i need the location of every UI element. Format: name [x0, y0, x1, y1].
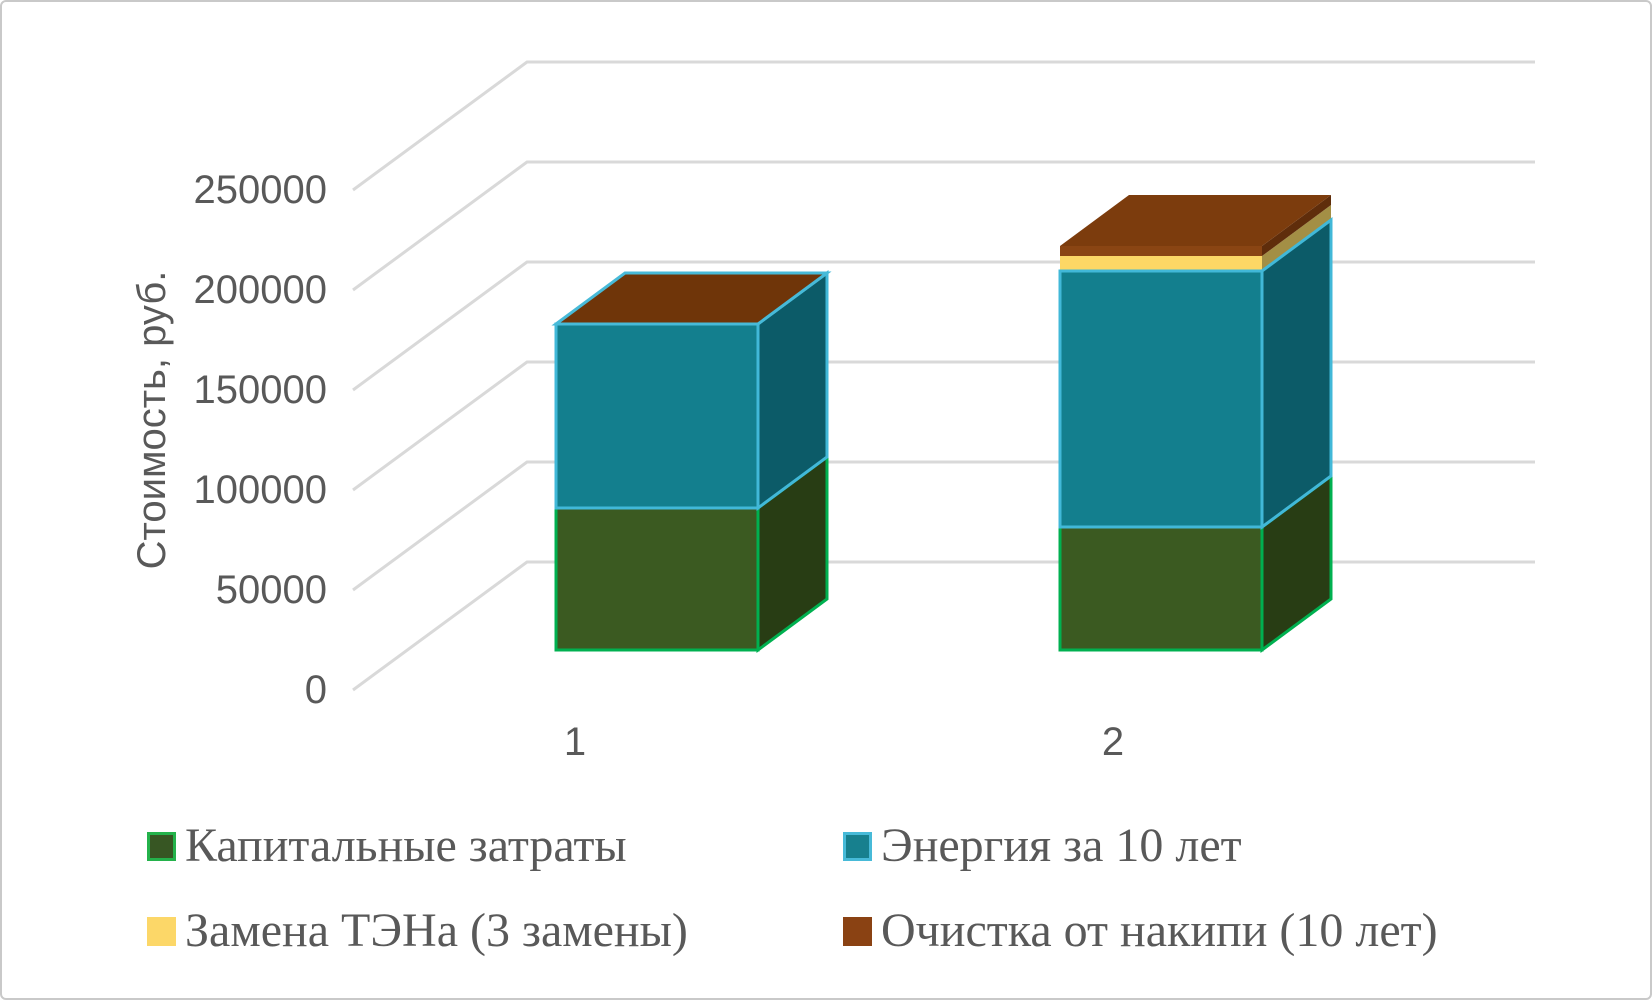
bar2-series1-front-face: [1058, 269, 1264, 529]
legend-label-capital: Капитальные затраты: [185, 819, 627, 872]
category-label-1: 1: [563, 720, 587, 764]
bar2-top-face: [1060, 195, 1331, 246]
bar1-top-face: [551, 271, 832, 326]
y-tick-200000: 200000: [193, 268, 327, 312]
legend-swatch-capital: [147, 831, 176, 861]
bar2-series2-side-face: [1262, 205, 1331, 271]
legend-label-energy: Энергия за 10 лет: [881, 819, 1242, 872]
y-tick-150000: 150000: [193, 368, 327, 412]
legend-item-heater-replacement: Замена ТЭНа (3 замены): [147, 907, 688, 955]
legend-label-descaling: Очистка от накипи (10 лет): [881, 904, 1438, 957]
legend-swatch-descaling: [843, 916, 872, 946]
bar2-series3-front-face: [1060, 246, 1262, 256]
bar2-series0-front-face: [1058, 525, 1264, 652]
bar2-series1-side-face: [1260, 217, 1333, 530]
y-tick-250000: 250000: [193, 168, 327, 212]
gridline-0: [352, 560, 1535, 692]
legend-item-capital: Капитальные затраты: [147, 822, 627, 870]
legend-item-energy: Энергия за 10 лет: [843, 822, 1242, 870]
bar2-series3-side-face: [1262, 195, 1331, 256]
y-tick-100000: 100000: [193, 468, 327, 512]
legend-swatch-heater-replacement: [147, 916, 176, 946]
y-tick-0: 0: [304, 668, 327, 712]
category-label-2: 2: [1101, 720, 1125, 764]
bar2-series2-front-face: [1060, 256, 1262, 271]
gridline-150000: [352, 260, 1535, 392]
gridline-200000: [352, 160, 1535, 292]
bar1-series0-front-face: [554, 506, 760, 652]
y-tick-50000: 50000: [215, 568, 327, 612]
gridline-100000: [352, 360, 1535, 492]
legend-swatch-energy: [843, 831, 872, 861]
bar1-series1-front-face: [554, 322, 760, 510]
gridline-50000: [352, 460, 1535, 592]
legend-label-heater-replacement: Замена ТЭНа (3 замены): [185, 904, 688, 957]
legend-item-descaling: Очистка от накипи (10 лет): [843, 907, 1438, 955]
gridline-250000: [352, 60, 1535, 192]
